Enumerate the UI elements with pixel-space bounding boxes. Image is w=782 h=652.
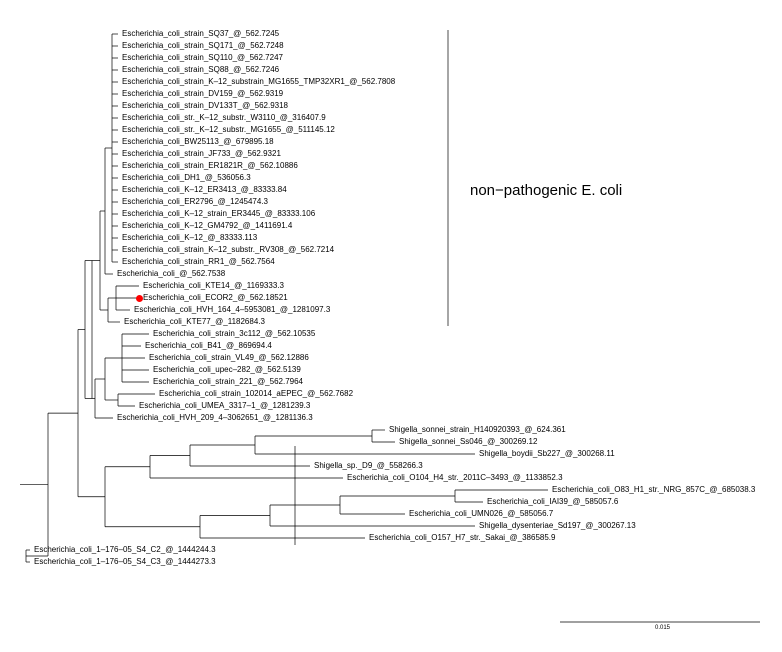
leaf-label: Escherichia_coli_strain_SQ37_@_562.7245 [122,30,279,38]
leaf-label: Escherichia_coli_KTE14_@_1169333.3 [143,282,284,290]
leaf-label: Escherichia_coli_HVH_164_4–5953081_@_128… [134,306,330,314]
leaf-label: Escherichia_coli_upec–282_@_562.5139 [153,366,301,374]
phylogenetic-tree [0,0,782,652]
leaf-label: Escherichia_coli_strain_3c112_@_562.1053… [153,330,315,338]
leaf-label: Escherichia_coli_strain_K–12_substrain_M… [122,78,395,86]
highlight-dot [136,295,143,302]
leaf-label: Escherichia_coli_UMN026_@_585056.7 [409,510,553,518]
leaf-label: Escherichia_coli_strain_DV133T_@_562.931… [122,102,288,110]
leaf-label: Escherichia_coli_ER2796_@_1245474.3 [122,198,268,206]
leaf-label: Shigella_dysenteriae_Sd197_@_300267.13 [479,522,636,530]
leaf-label: Escherichia_coli_IAI39_@_585057.6 [487,498,618,506]
leaf-label: Escherichia_coli_DH1_@_536056.3 [122,174,251,182]
leaf-label: Escherichia_coli_strain_102014_aEPEC_@_5… [159,390,353,398]
leaf-label: Escherichia_coli_strain_221_@_562.7964 [153,378,303,386]
leaf-label: Shigella_sp._D9_@_558266.3 [314,462,423,470]
leaf-label: Escherichia_coli_K–12_GM4792_@_1411691.4 [122,222,292,230]
leaf-label: Escherichia_coli_KTE77_@_1182684.3 [124,318,265,326]
leaf-label: Escherichia_coli_@_562.7538 [117,270,225,278]
leaf-label: Escherichia_coli_1–176–05_S4_C2_@_144424… [34,546,216,554]
leaf-label: Escherichia_coli_K–12_ER3413_@_83333.84 [122,186,287,194]
scale-bar-label: 0.015 [655,625,670,631]
leaf-label: Escherichia_coli_1–176–05_S4_C3_@_144427… [34,558,216,566]
leaf-label: Escherichia_coli_str._K–12_substr._W3110… [122,114,326,122]
leaf-label: Escherichia_coli_K–12_@_83333.113 [122,234,257,242]
group-label-nonpathogenic: non−pathogenic E. coli [470,182,622,199]
leaf-label: Escherichia_coli_strain_SQ110_@_562.7247 [122,54,283,62]
leaf-label: Escherichia_coli_strain_K–12_substr._RV3… [122,246,334,254]
leaf-label: Shigella_sonnei_strain_H140920393_@_624.… [389,426,566,434]
leaf-label: Escherichia_coli_O157_H7_str._Sakai_@_38… [369,534,555,542]
leaf-label: Shigella_boydii_Sb227_@_300268.11 [479,450,615,458]
leaf-label: Escherichia_coli_HVH_209_4–3062651_@_128… [117,414,313,422]
leaf-label: Escherichia_coli_strain_SQ171_@_562.7248 [122,42,284,50]
leaf-label: Escherichia_coli_strain_JF733_@_562.9321 [122,150,281,158]
leaf-label: Escherichia_coli_ECOR2_@_562.18521 [143,294,288,302]
leaf-label: Escherichia_coli_O83_H1_str._NRG_857C_@_… [552,486,755,494]
leaf-label: Escherichia_coli_BW25113_@_679895.18 [122,138,274,146]
leaf-label: Escherichia_coli_B41_@_869694.4 [145,342,272,350]
leaf-label: Escherichia_coli_strain_ER1821R_@_562.10… [122,162,298,170]
leaf-label: Escherichia_coli_K–12_strain_ER3445_@_83… [122,210,315,218]
leaf-label: Escherichia_coli_UMEA_3317–1_@_1281239.3 [139,402,310,410]
leaf-label: Escherichia_coli_O104_H4_str._2011C–3493… [347,474,563,482]
leaf-label: Escherichia_coli_strain_VL49_@_562.12886 [149,354,309,362]
leaf-label: Shigella_sonnei_Ss046_@_300269.12 [399,438,537,446]
leaf-label: Escherichia_coli_str._K–12_substr._MG165… [122,126,335,134]
leaf-label: Escherichia_coli_strain_RR1_@_562.7564 [122,258,275,266]
leaf-label: Escherichia_coli_strain_SQ88_@_562.7246 [122,66,279,74]
leaf-label: Escherichia_coli_strain_DV159_@_562.9319 [122,90,283,98]
